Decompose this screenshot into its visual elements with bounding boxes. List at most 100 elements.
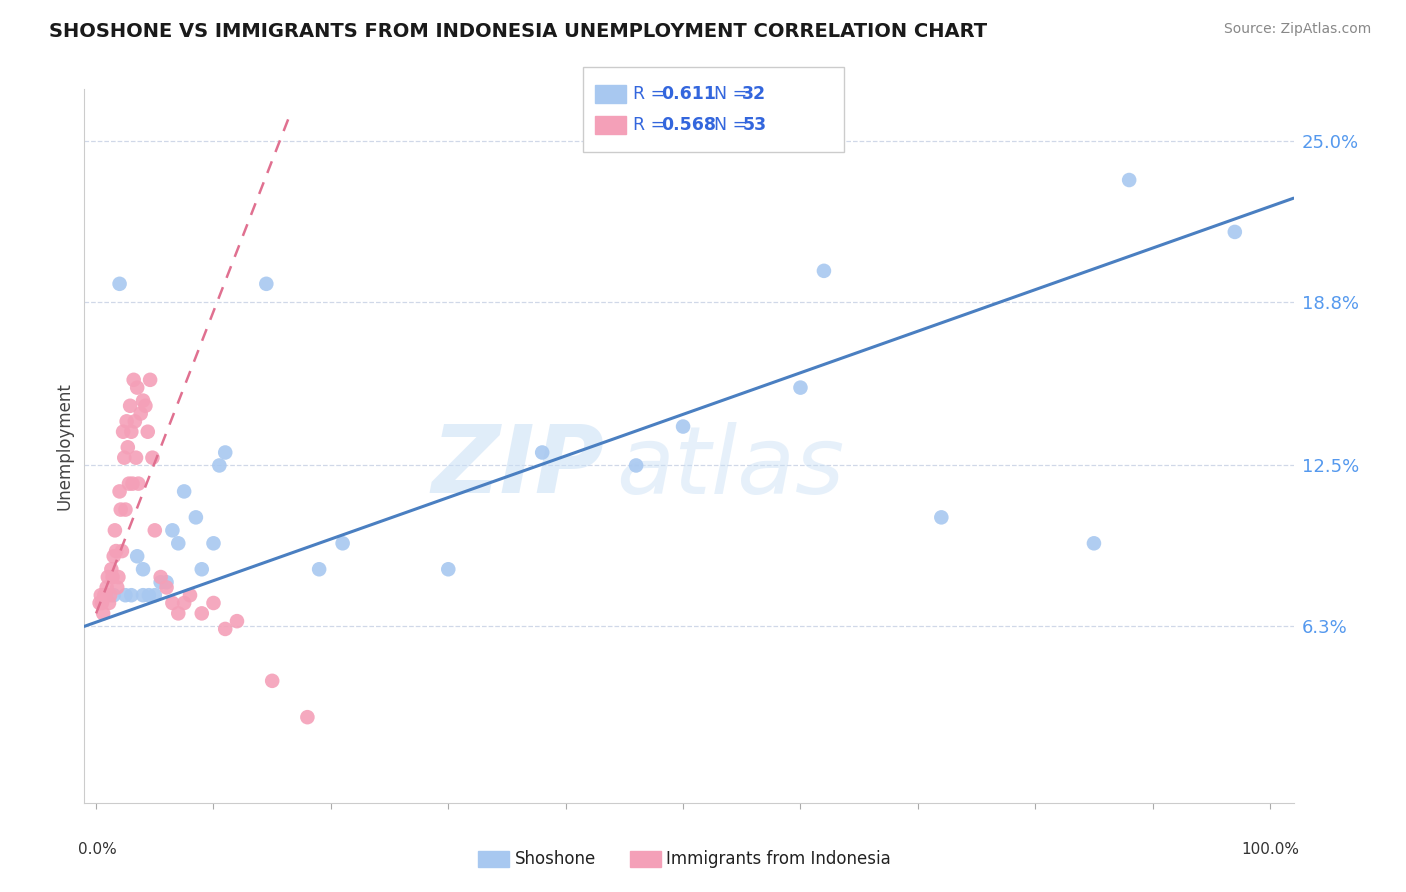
Point: [1223, 225, 1246, 239]
Point: [121, 476, 143, 491]
Point: [115, 414, 138, 428]
Text: 32: 32: [742, 85, 766, 103]
Point: [90, 588, 112, 602]
Point: [149, 575, 172, 590]
Point: [97, 570, 120, 584]
Point: [103, 549, 125, 564]
Point: [114, 502, 136, 516]
Text: 0.0%: 0.0%: [79, 842, 117, 857]
Point: [254, 277, 277, 291]
Point: [190, 562, 212, 576]
Point: [136, 425, 159, 439]
Point: [931, 510, 953, 524]
Text: Shoshone: Shoshone: [515, 850, 596, 868]
Point: [173, 596, 195, 610]
Point: [202, 596, 225, 610]
Point: [155, 581, 177, 595]
Point: [308, 562, 330, 576]
Point: [98, 588, 121, 602]
Point: [127, 476, 149, 491]
Point: [208, 458, 231, 473]
Text: R =: R =: [633, 85, 671, 103]
Point: [122, 373, 145, 387]
Text: N =: N =: [714, 116, 754, 134]
Point: [155, 575, 177, 590]
Point: [179, 588, 201, 602]
Point: [93, 588, 115, 602]
Point: [96, 581, 118, 595]
Point: [127, 381, 149, 395]
Point: [332, 536, 354, 550]
Point: [531, 445, 554, 459]
Point: [94, 588, 117, 602]
Point: [143, 588, 166, 602]
Point: [1083, 536, 1105, 550]
Text: ZIP: ZIP: [432, 421, 605, 514]
Text: atlas: atlas: [616, 422, 845, 513]
Point: [125, 450, 148, 465]
Text: Immigrants from Indonesia: Immigrants from Indonesia: [666, 850, 891, 868]
Point: [120, 425, 142, 439]
Point: [112, 425, 135, 439]
Point: [143, 524, 166, 538]
Point: [134, 399, 156, 413]
Point: [132, 588, 155, 602]
Point: [112, 450, 135, 465]
Point: [120, 399, 142, 413]
Point: [111, 544, 134, 558]
Point: [129, 407, 152, 421]
Point: [297, 710, 319, 724]
Point: [98, 596, 121, 610]
Point: [624, 458, 647, 473]
Point: [789, 381, 811, 395]
Point: [101, 570, 124, 584]
Point: [132, 393, 155, 408]
Point: [108, 484, 131, 499]
Point: [89, 596, 111, 610]
Point: [214, 445, 236, 459]
Point: [162, 596, 184, 610]
Point: [110, 502, 132, 516]
Point: [100, 562, 122, 576]
Point: [104, 524, 127, 538]
Point: [214, 622, 236, 636]
Point: [103, 588, 125, 602]
Point: [139, 373, 162, 387]
Point: [149, 570, 172, 584]
Point: [167, 607, 190, 621]
Point: [190, 607, 212, 621]
Text: 100.0%: 100.0%: [1241, 842, 1299, 857]
Point: [127, 549, 149, 564]
Point: [114, 588, 136, 602]
Point: [226, 614, 249, 628]
Point: [105, 544, 128, 558]
Point: [813, 264, 835, 278]
Point: [672, 419, 695, 434]
Text: 0.611: 0.611: [661, 85, 716, 103]
Point: [202, 536, 225, 550]
Point: [91, 607, 114, 621]
Point: [141, 450, 163, 465]
Point: [184, 510, 207, 524]
Point: [118, 476, 141, 491]
Point: [107, 570, 129, 584]
Point: [117, 440, 139, 454]
Point: [262, 673, 284, 688]
Text: R =: R =: [633, 116, 671, 134]
Point: [120, 588, 142, 602]
Text: 53: 53: [742, 116, 766, 134]
Point: [138, 588, 160, 602]
Point: [437, 562, 460, 576]
Point: [91, 596, 114, 610]
Point: [105, 581, 128, 595]
Text: SHOSHONE VS IMMIGRANTS FROM INDONESIA UNEMPLOYMENT CORRELATION CHART: SHOSHONE VS IMMIGRANTS FROM INDONESIA UN…: [49, 22, 987, 41]
Y-axis label: Unemployment: Unemployment: [55, 382, 73, 510]
Point: [124, 414, 146, 428]
Text: 0.568: 0.568: [661, 116, 716, 134]
Point: [1118, 173, 1140, 187]
Point: [162, 524, 184, 538]
Point: [132, 562, 155, 576]
Text: N =: N =: [714, 85, 754, 103]
Point: [108, 277, 131, 291]
Point: [167, 536, 190, 550]
